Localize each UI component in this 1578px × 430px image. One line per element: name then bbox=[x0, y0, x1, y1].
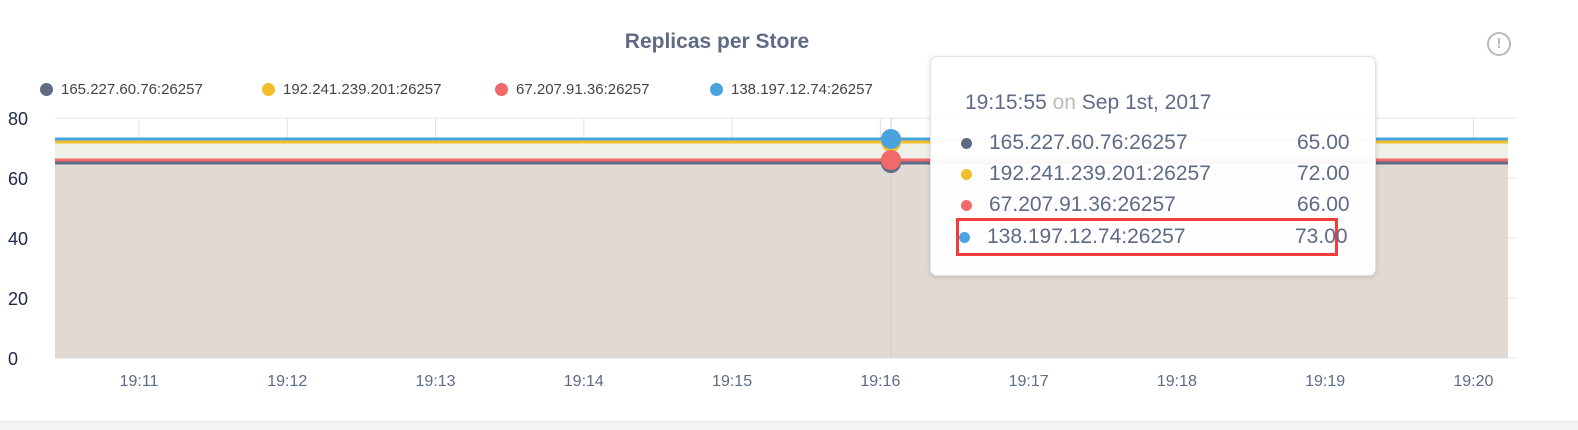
tooltip-value: 72.00 bbox=[1297, 162, 1350, 185]
legend-item[interactable]: 192.241.239.201:26257 bbox=[262, 81, 442, 98]
x-tick-label: 19:19 bbox=[1305, 373, 1345, 390]
x-tick-label: 19:11 bbox=[120, 373, 159, 390]
tooltip-header: 19:15:55 on Sep 1st, 2017 bbox=[965, 91, 1211, 115]
legend-label: 67.207.91.36:26257 bbox=[516, 81, 650, 98]
hover-marker bbox=[881, 129, 901, 149]
tooltip-on: on bbox=[1052, 91, 1076, 114]
legend-item[interactable]: 67.207.91.36:26257 bbox=[495, 81, 649, 98]
legend-item[interactable]: 165.227.60.76:26257 bbox=[40, 81, 203, 98]
legend-label: 165.227.60.76:26257 bbox=[61, 81, 203, 98]
tooltip-label: 67.207.91.36:26257 bbox=[989, 193, 1176, 216]
x-tick-label: 19:17 bbox=[1009, 373, 1049, 390]
tooltip-value: 66.00 bbox=[1297, 193, 1350, 216]
series-dot bbox=[961, 137, 972, 149]
series-dot bbox=[959, 231, 970, 243]
legend-label: 138.197.12.74:26257 bbox=[731, 81, 873, 98]
tooltip-row-highlighted: 138.197.12.74:26257 73.00 bbox=[956, 218, 1348, 256]
y-tick-label: 40 bbox=[8, 229, 28, 249]
tooltip-row: 192.241.239.201:26257 72.00 bbox=[961, 158, 1350, 190]
info-icon[interactable]: ! bbox=[1487, 32, 1511, 56]
tooltip: 19:15:55 on Sep 1st, 2017 165.227.60.76:… bbox=[930, 56, 1376, 276]
y-tick-label: 80 bbox=[8, 109, 28, 129]
tooltip-label: 138.197.12.74:26257 bbox=[987, 225, 1186, 248]
series-dot bbox=[961, 199, 972, 211]
y-tick-label: 0 bbox=[8, 349, 18, 369]
tooltip-time: 19:15:55 bbox=[965, 91, 1047, 114]
hover-marker bbox=[881, 150, 901, 170]
x-tick-label: 19:18 bbox=[1157, 373, 1197, 390]
chart-title: Replicas per Store bbox=[624, 30, 810, 53]
tooltip-row: 67.207.91.36:26257 66.00 bbox=[961, 189, 1350, 221]
tooltip-label: 192.241.239.201:26257 bbox=[989, 162, 1211, 185]
legend-label: 192.241.239.201:26257 bbox=[283, 81, 442, 98]
x-tick-label: 19:20 bbox=[1453, 373, 1493, 390]
legend-dot bbox=[710, 83, 723, 96]
legend-dot bbox=[262, 83, 275, 96]
x-tick-label: 19:16 bbox=[860, 373, 900, 390]
legend-item[interactable]: 138.197.12.74:26257 bbox=[710, 81, 873, 98]
x-tick-label: 19:15 bbox=[712, 373, 752, 390]
tooltip-date: Sep 1st, 2017 bbox=[1081, 91, 1212, 114]
legend-dot bbox=[40, 83, 53, 96]
footer-divider bbox=[0, 421, 1578, 430]
y-tick-label: 20 bbox=[8, 289, 28, 309]
x-tick-label: 19:13 bbox=[416, 373, 456, 390]
tooltip-value: 73.00 bbox=[1295, 225, 1348, 248]
tooltip-value: 65.00 bbox=[1297, 131, 1350, 154]
y-tick-label: 60 bbox=[8, 169, 28, 189]
tooltip-row: 165.227.60.76:26257 65.00 bbox=[961, 127, 1350, 159]
tooltip-label: 165.227.60.76:26257 bbox=[989, 131, 1188, 154]
legend-dot bbox=[495, 83, 508, 96]
x-tick-label: 19:12 bbox=[267, 373, 307, 390]
series-dot bbox=[961, 168, 972, 180]
x-tick-label: 19:14 bbox=[564, 373, 604, 390]
